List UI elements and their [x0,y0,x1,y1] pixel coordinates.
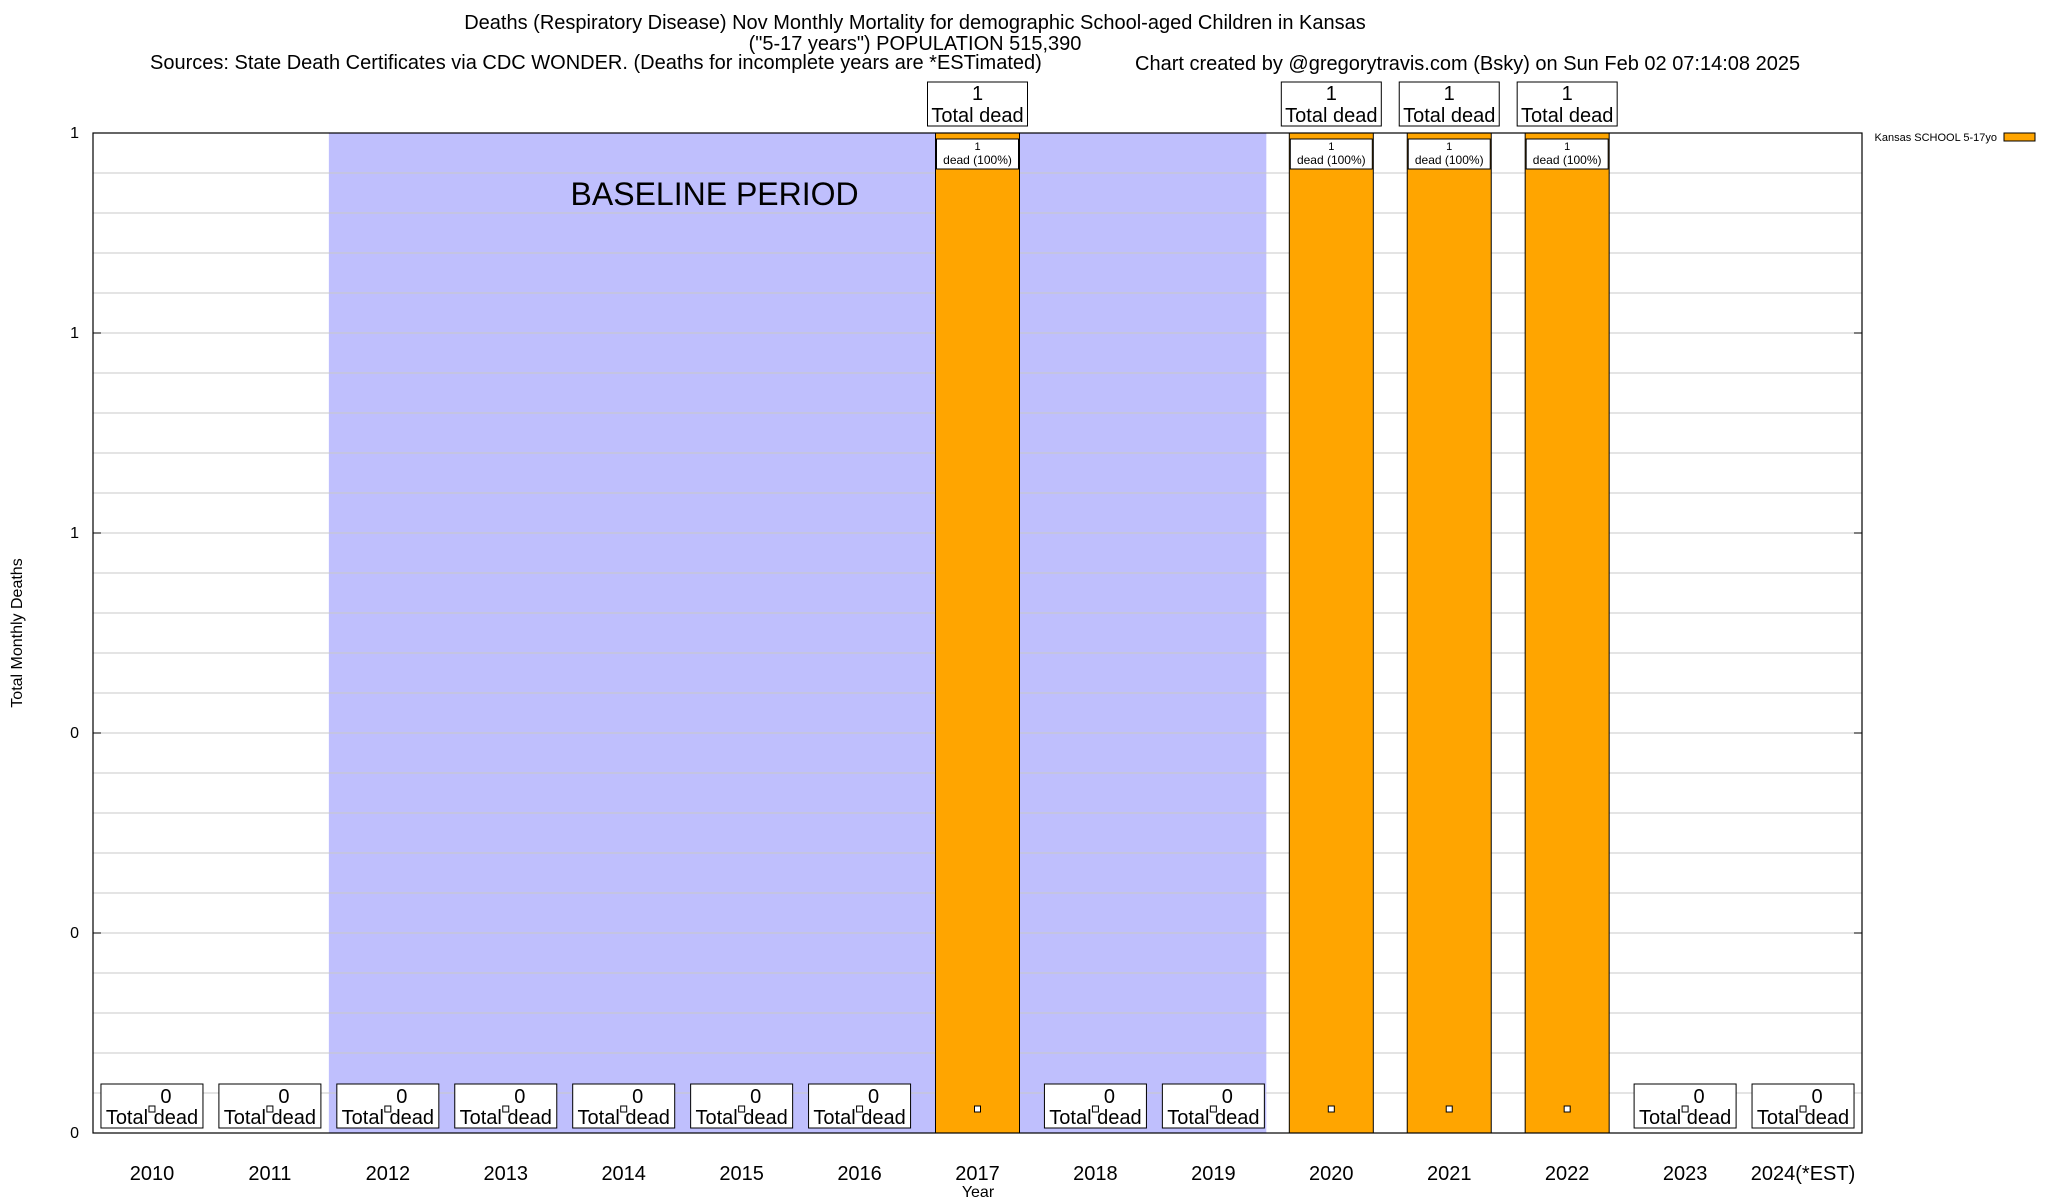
x-tick-marker [1445,1105,1453,1113]
total-label-text: Total dead [224,1107,316,1129]
total-label-value: 0 [750,1086,761,1108]
total-label-value: 0 [632,1086,643,1108]
x-tick-marker [1091,1105,1099,1113]
x-tick-label: 2012 [366,1163,411,1185]
inner-label-value: 1 [1564,141,1570,153]
x-tick-label: 2015 [719,1163,764,1185]
plot-frame [92,132,1863,1134]
y-tick-label: 1 [70,125,79,142]
x-tick-marker [148,1105,156,1113]
inner-label-text: dead (100%) [1297,153,1366,167]
x-tick-label: 2013 [484,1163,529,1185]
x-tick-marker [738,1105,746,1113]
legend-swatch [2003,132,2036,142]
bar-2017 [935,132,1020,1134]
x-tick-label: 2016 [837,1163,882,1185]
total-label-value: 0 [1811,1086,1822,1108]
chart-credit: Chart created by @gregorytravis.com (Bsk… [1135,53,1801,75]
x-tick-label: 2011 [248,1163,291,1185]
x-tick-label: 2023 [1663,1163,1708,1185]
chart-sources: Sources: State Death Certificates via CD… [150,52,1042,74]
total-label-value: 0 [514,1086,525,1108]
total-label-value: 1 [1562,83,1573,105]
y-tick-label: 1 [70,525,79,542]
total-label-text: Total dead [1049,1107,1141,1129]
x-tick-label: 2020 [1309,1163,1354,1185]
inner-label-text: dead (100%) [1415,153,1484,167]
total-label-text: Total dead [106,1107,198,1129]
total-label-text: Total dead [460,1107,552,1129]
total-label-value: 0 [1104,1086,1115,1108]
total-label-text: Total dead [1639,1107,1731,1129]
total-label-value: 1 [1326,83,1337,105]
chart-title-line-2: ("5-17 years") POPULATION 515,390 [748,33,1082,55]
total-label-value: 0 [1222,1086,1233,1108]
x-tick-label: 2021 [1427,1163,1472,1185]
bar-2021 [1406,132,1492,1134]
x-tick-marker [856,1105,864,1113]
total-label-text: Total dead [342,1107,434,1129]
total-label-text: Total dead [1521,105,1613,127]
y-axis-label: Total Monthly Deaths [9,558,26,707]
chart-title-line-1: Deaths (Respiratory Disease) Nov Monthly… [464,12,1366,34]
total-label-box [1280,81,1382,127]
x-tick-label: 2018 [1073,1163,1118,1185]
x-axis-label: Year [962,1184,995,1200]
x-tick-marker [1563,1105,1571,1113]
bar-2020 [1288,132,1374,1134]
legend-label: Kansas SCHOOL 5-17yo [1875,132,1997,144]
x-tick-label: 2010 [130,1163,175,1185]
x-tick-marker [266,1105,274,1113]
inner-label-text: dead (100%) [943,153,1012,167]
total-label-box [927,81,1028,127]
x-tick-marker [1799,1105,1807,1113]
total-label-value: 1 [1444,83,1455,105]
y-tick-label: 0 [70,1125,79,1142]
bar-2022 [1524,132,1610,1134]
inner-label-box [1407,138,1491,170]
total-label-text: Total dead [813,1107,905,1129]
x-tick-marker [1681,1105,1689,1113]
total-label-text: Total dead [1403,105,1495,127]
x-tick-label: 2022 [1545,1163,1590,1185]
x-tick-marker [620,1105,628,1113]
total-label-text: Total dead [695,1107,787,1129]
x-tick-marker [384,1105,392,1113]
x-tick-marker [1327,1105,1335,1113]
baseline-period-label: BASELINE PERIOD [571,176,859,212]
x-tick-label: 2024(*EST) [1751,1163,1856,1185]
x-tick-marker [1209,1105,1217,1113]
inner-label-box [1289,138,1373,170]
inner-label-value: 1 [974,141,980,153]
total-label-box [1398,81,1500,127]
inner-label-text: dead (100%) [1533,153,1602,167]
total-label-value: 0 [160,1086,171,1108]
x-tick-label: 2019 [1191,1163,1236,1185]
y-tick-label: 1 [70,325,79,342]
total-label-value: 1 [972,83,983,105]
baseline-period-region [328,133,1267,1133]
x-tick-marker [502,1105,510,1113]
total-label-text: Total dead [1167,1107,1259,1129]
inner-label-value: 1 [1446,141,1452,153]
x-tick-marker [974,1105,981,1113]
total-label-box [1516,81,1618,127]
inner-label-box [1525,138,1609,170]
total-label-text: Total dead [1285,105,1377,127]
total-label-text: Total dead [931,105,1023,127]
y-tick-label: 0 [70,925,79,942]
inner-label-value: 1 [1328,141,1334,153]
total-label-value: 0 [396,1086,407,1108]
total-label-value: 0 [868,1086,879,1108]
total-label-text: Total dead [578,1107,670,1129]
x-tick-label: 2017 [955,1163,1000,1185]
y-tick-label: 0 [70,725,79,742]
total-label-text: Total dead [1757,1107,1849,1129]
inner-label-box [936,138,1019,170]
total-label-value: 0 [278,1086,289,1108]
x-tick-label: 2014 [601,1163,646,1185]
total-label-value: 0 [1694,1086,1705,1108]
